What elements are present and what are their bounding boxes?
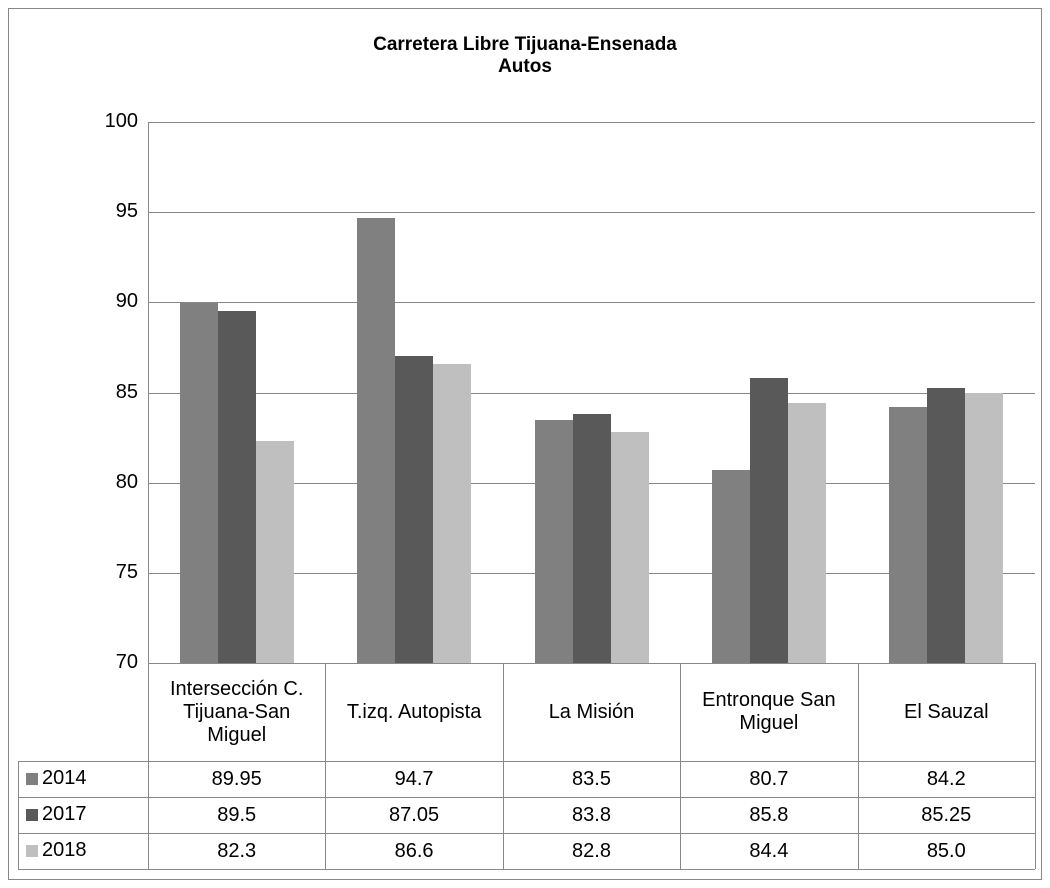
table-line xyxy=(148,663,149,869)
legend-label: 2017 xyxy=(42,803,87,825)
frame xyxy=(8,8,1042,880)
bar xyxy=(217,311,256,663)
table-line xyxy=(18,833,1035,834)
grid-line xyxy=(148,663,1035,664)
y-tick-label: 80 xyxy=(115,470,138,493)
y-axis xyxy=(148,122,149,663)
table-line xyxy=(18,761,19,869)
bar xyxy=(889,406,928,663)
x-tick-label: T.izq. Autopista xyxy=(346,700,482,723)
x-tick-label: Entronque San Miguel xyxy=(702,689,836,734)
y-tick-label: 90 xyxy=(115,290,138,313)
bar xyxy=(749,378,788,663)
x-tick-label: La Misión xyxy=(548,700,635,723)
bar xyxy=(433,363,472,663)
table-line xyxy=(1035,663,1036,869)
grid-line xyxy=(148,392,1035,394)
chart-title: Carretera Libre Tijuana-Ensenada xyxy=(373,34,677,55)
table-line xyxy=(18,797,1035,798)
data-label: 84.4 xyxy=(749,839,789,862)
table-line xyxy=(857,663,859,869)
data-label: 89.95 xyxy=(211,767,262,790)
legend-label: 2014 xyxy=(42,767,87,789)
data-label: 82.8 xyxy=(572,839,611,862)
legend-swatch xyxy=(26,773,38,785)
data-label: 85.25 xyxy=(921,803,972,826)
grid-line xyxy=(148,122,1035,123)
data-label: 86.6 xyxy=(394,839,434,862)
chart-subtitle: Autos xyxy=(498,56,552,77)
bar xyxy=(179,303,218,663)
bar xyxy=(965,392,1004,663)
legend-swatch xyxy=(26,809,38,821)
bar xyxy=(787,403,826,663)
bar xyxy=(927,387,966,663)
table-line xyxy=(502,663,504,869)
bar xyxy=(534,419,573,663)
table-line xyxy=(325,663,327,869)
data-label: 85.8 xyxy=(749,803,789,826)
table-line xyxy=(18,761,1035,762)
x-tick-label: El Sauzal xyxy=(904,700,989,723)
y-tick-label: 70 xyxy=(115,651,138,673)
x-tick-label: Intersección C. Tijuana-San Miguel xyxy=(170,677,304,746)
bar xyxy=(610,432,649,663)
bar xyxy=(255,441,294,663)
data-label: 83.8 xyxy=(572,803,611,826)
table-line xyxy=(680,663,682,869)
data-label: 80.7 xyxy=(749,767,789,790)
data-label: 83.5 xyxy=(572,767,611,790)
grid-line xyxy=(148,212,1035,214)
legend-label: 2018 xyxy=(42,839,87,861)
data-label: 94.7 xyxy=(394,767,434,790)
bar xyxy=(395,355,434,663)
bar xyxy=(357,217,396,663)
legend-swatch xyxy=(26,845,38,857)
data-label: 87.05 xyxy=(389,803,440,826)
data-label: 89.5 xyxy=(217,803,257,826)
y-tick-label: 100 xyxy=(104,110,138,132)
data-label: 82.3 xyxy=(217,839,257,862)
y-tick-label: 85 xyxy=(115,380,138,403)
bar xyxy=(711,470,750,663)
bar xyxy=(572,414,611,663)
data-label: 84.2 xyxy=(926,767,966,790)
data-label: 85.0 xyxy=(926,839,966,862)
grid-line xyxy=(148,302,1035,304)
table-line xyxy=(18,869,1035,870)
y-tick-label: 75 xyxy=(115,560,138,583)
y-tick-label: 95 xyxy=(115,200,138,223)
